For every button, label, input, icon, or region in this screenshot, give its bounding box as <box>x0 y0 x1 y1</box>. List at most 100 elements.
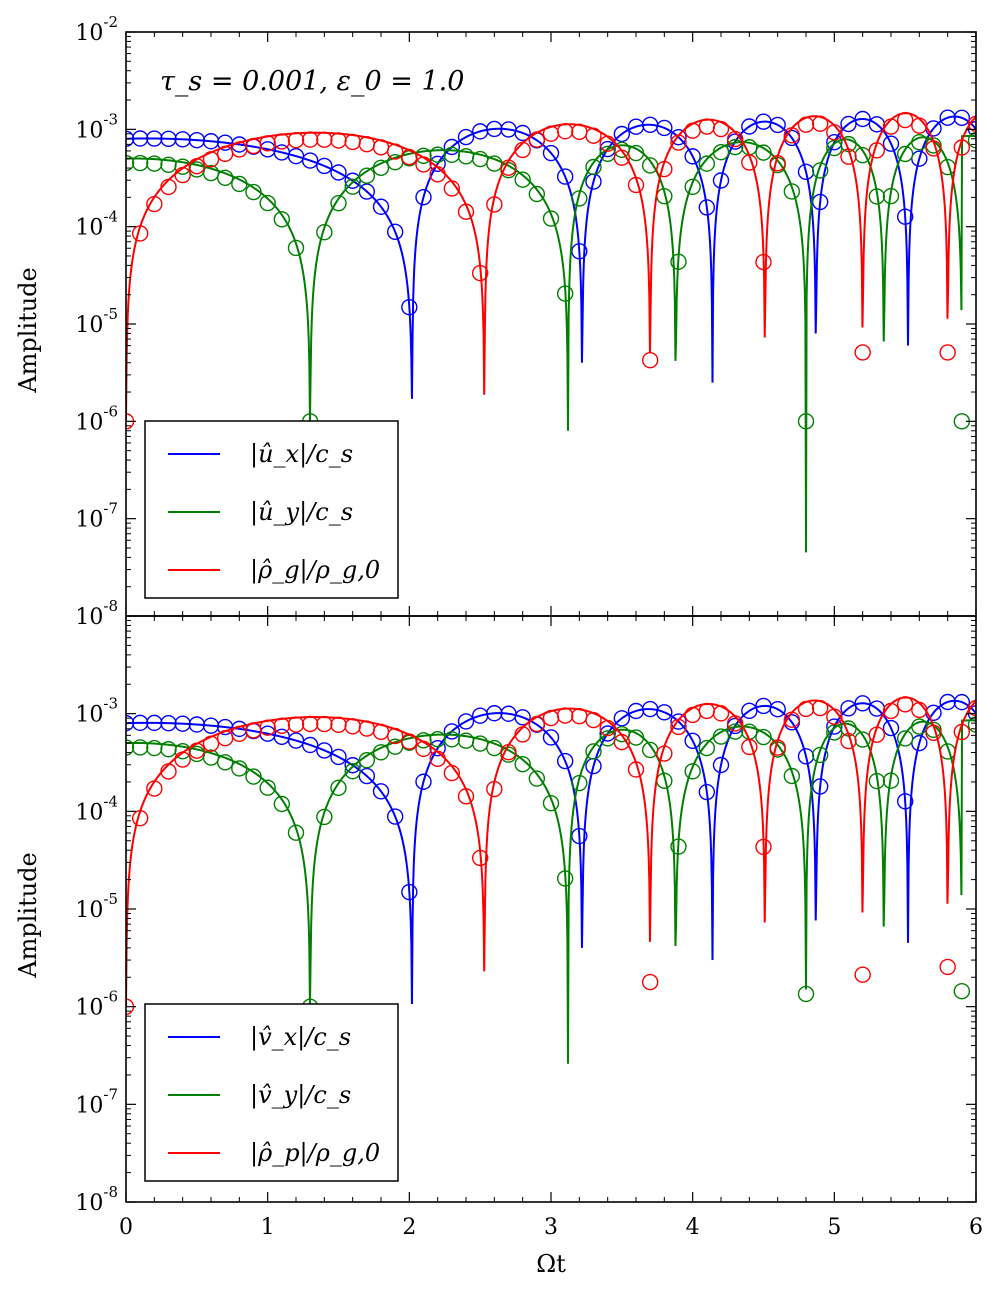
series-marker <box>684 763 701 780</box>
series-marker <box>896 145 914 163</box>
series-marker <box>939 693 956 711</box>
series-marker <box>429 155 446 172</box>
series-0 <box>126 693 976 1004</box>
series-marker <box>415 188 432 206</box>
series-marker <box>514 124 531 142</box>
series-marker <box>160 130 177 147</box>
series-marker <box>967 699 976 717</box>
series-marker <box>216 145 234 162</box>
series-marker <box>542 729 560 746</box>
series-marker <box>471 264 489 282</box>
series-marker <box>684 122 701 139</box>
series-marker <box>684 706 701 724</box>
series-marker <box>429 146 446 163</box>
series-marker <box>344 178 361 195</box>
series-marker <box>231 760 248 777</box>
top-panel: 10-8 10-7 10-6 10-5 10-4 10-3 10-2 τ_s = 0.001… <box>14 13 977 630</box>
series-marker <box>826 124 843 141</box>
series-marker <box>556 285 574 302</box>
series-marker <box>882 118 900 135</box>
series-marker <box>741 154 758 171</box>
series-marker <box>330 716 347 734</box>
series-marker <box>358 167 376 184</box>
series-marker <box>372 723 390 740</box>
series-marker <box>599 719 616 737</box>
series-marker <box>783 183 801 200</box>
series-marker <box>840 732 857 750</box>
x-axis-label: Ωt <box>536 1250 566 1278</box>
series-marker <box>273 133 291 150</box>
x-tick-label: 3 <box>544 1215 558 1240</box>
series-marker <box>174 166 191 184</box>
series-line <box>126 134 976 553</box>
series-marker <box>542 210 560 227</box>
series-marker <box>429 740 446 757</box>
legend-label: |û_x|/c_s <box>250 440 353 469</box>
series-marker <box>797 116 815 133</box>
series-marker <box>146 739 163 757</box>
series-marker <box>613 125 631 143</box>
series-marker <box>443 723 461 740</box>
series-line <box>126 719 976 1064</box>
series-marker <box>131 154 149 172</box>
series-marker <box>316 131 333 148</box>
series-marker <box>287 131 305 149</box>
series-marker <box>698 739 716 757</box>
series-marker <box>571 708 588 725</box>
series-marker <box>811 162 829 179</box>
y-tick-exponent: -3 <box>103 110 118 128</box>
series-marker <box>599 135 616 152</box>
series-marker <box>868 188 886 205</box>
series-marker <box>811 746 829 764</box>
y-tick-exponent: -7 <box>103 1085 118 1103</box>
series-marker <box>500 159 517 176</box>
series-marker <box>882 187 900 205</box>
series-marker <box>486 196 503 213</box>
series-marker <box>882 772 900 789</box>
series-marker <box>571 774 588 792</box>
series-marker <box>386 808 404 825</box>
series-marker <box>542 125 560 142</box>
series-marker <box>726 715 744 732</box>
y-tick-exponent: -2 <box>103 13 118 31</box>
series-marker <box>344 718 361 735</box>
series-marker <box>627 761 645 778</box>
series-marker <box>174 131 191 148</box>
y-tick-exponent: -6 <box>103 988 118 1006</box>
series-marker <box>670 713 687 730</box>
series-marker <box>882 719 900 737</box>
series-marker <box>146 130 163 147</box>
series-marker <box>896 793 914 810</box>
y-tick-label: 10-8 <box>75 597 118 630</box>
series-marker <box>330 194 347 212</box>
bottom-legend: |v̂_x|/c_s |v̂_y|/c_s |ρ̂_p|/ρ_g,0 <box>144 1003 399 1182</box>
series-marker <box>542 144 560 162</box>
series-marker <box>160 763 177 780</box>
series-marker <box>769 739 786 756</box>
y-tick-label: 10-8 <box>75 1183 118 1216</box>
series-marker <box>868 772 886 790</box>
series-0 <box>126 109 976 399</box>
series-marker <box>500 743 517 761</box>
series-marker <box>401 733 418 750</box>
series-marker <box>316 157 333 175</box>
series-marker <box>415 156 432 173</box>
series-marker <box>698 118 716 135</box>
series-marker <box>613 710 631 727</box>
series-marker <box>160 714 177 732</box>
series-marker <box>896 730 914 747</box>
series-marker <box>542 794 560 812</box>
series-marker <box>797 700 815 718</box>
series-marker <box>741 118 758 135</box>
series-line <box>126 696 976 1007</box>
legend-label: |v̂_y|/c_s <box>250 1081 351 1110</box>
series-marker <box>571 190 588 207</box>
series-marker <box>613 733 631 751</box>
series-marker <box>514 171 531 188</box>
x-tick-label: 0 <box>119 1215 133 1240</box>
series-marker <box>429 750 446 767</box>
series-marker <box>684 148 701 165</box>
series-marker <box>188 158 206 175</box>
series-marker <box>301 152 319 169</box>
series-marker <box>486 705 503 722</box>
